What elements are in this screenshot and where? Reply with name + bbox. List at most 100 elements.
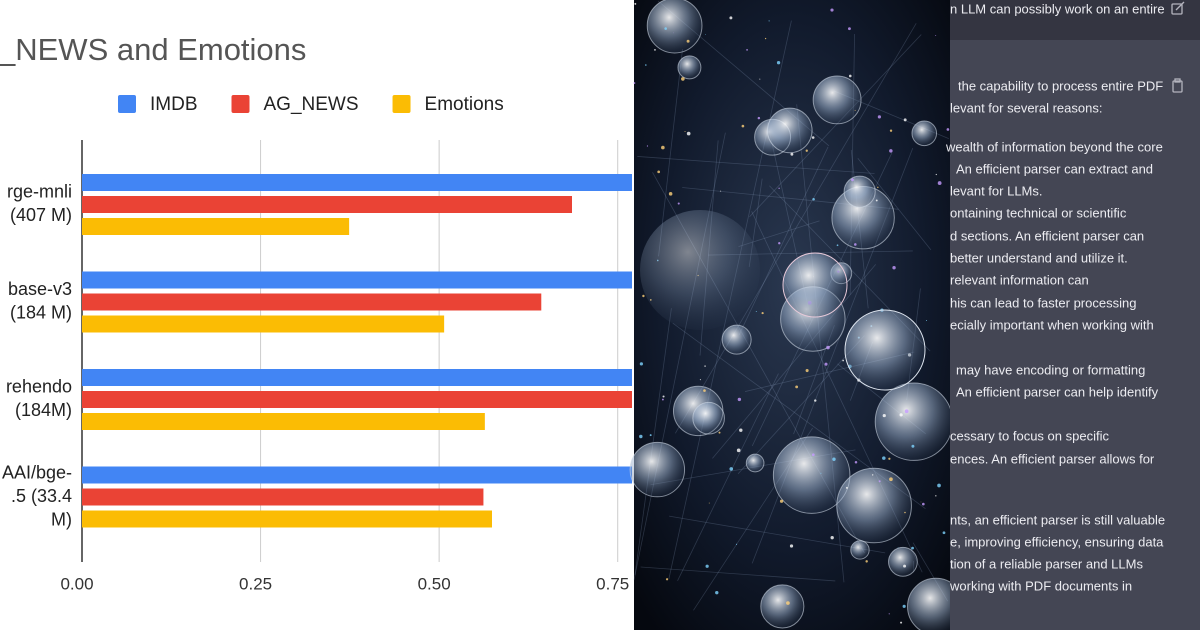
art-star bbox=[758, 117, 760, 119]
art-orb bbox=[912, 121, 937, 146]
art-star bbox=[898, 547, 899, 548]
art-star bbox=[937, 484, 941, 488]
art-star bbox=[890, 129, 892, 131]
art-star bbox=[825, 363, 828, 366]
art-star bbox=[943, 531, 946, 534]
chat-line: d sections. An efficient parser can bbox=[950, 228, 1144, 243]
art-star bbox=[737, 449, 741, 453]
art-star bbox=[882, 456, 886, 460]
art-star bbox=[706, 565, 709, 568]
legend-swatch bbox=[118, 95, 136, 113]
art-star bbox=[739, 428, 742, 431]
art-star bbox=[848, 27, 851, 30]
art-star bbox=[905, 409, 909, 413]
bar bbox=[82, 511, 492, 528]
y-tick-label: AAI/bge- bbox=[2, 462, 72, 482]
art-star bbox=[654, 49, 656, 51]
art-orb bbox=[851, 541, 869, 559]
art-star bbox=[904, 118, 907, 121]
art-orb bbox=[678, 56, 701, 79]
art-star bbox=[935, 35, 936, 36]
art-star bbox=[936, 174, 937, 175]
bar bbox=[82, 218, 349, 235]
chat-line: levant for several reasons: bbox=[950, 100, 1102, 115]
art-orb bbox=[783, 253, 847, 317]
chat-line: his can lead to faster processing bbox=[950, 295, 1136, 310]
art-star bbox=[765, 38, 766, 39]
art-star bbox=[849, 75, 852, 78]
chat-line: the capability to process entire PDF bbox=[958, 78, 1163, 93]
art-star bbox=[922, 503, 925, 506]
art-star bbox=[720, 191, 721, 192]
y-tick-label: base-v3 bbox=[8, 279, 72, 299]
art-star bbox=[650, 434, 652, 436]
art-star bbox=[911, 547, 914, 550]
bar bbox=[82, 413, 485, 430]
legend-swatch bbox=[232, 95, 250, 113]
art-star bbox=[904, 512, 906, 514]
art-orb bbox=[875, 383, 952, 460]
art-star bbox=[855, 110, 856, 111]
bar bbox=[82, 391, 653, 408]
chat-line: tion of a reliable parser and LLMs bbox=[950, 556, 1143, 571]
legend-label: AG_NEWS bbox=[264, 94, 359, 115]
art-orb bbox=[647, 0, 702, 53]
art-star bbox=[778, 242, 780, 244]
art-star bbox=[640, 362, 643, 365]
bar bbox=[82, 174, 653, 191]
art-star bbox=[642, 295, 644, 297]
bar bbox=[82, 294, 541, 311]
art-star bbox=[633, 82, 635, 84]
art-star bbox=[647, 145, 648, 146]
art-star bbox=[883, 414, 886, 417]
chat-line: ecially important when working with bbox=[950, 317, 1154, 332]
chat-line: ences. An efficient parser allows for bbox=[950, 451, 1155, 466]
x-tick-label: 0.00 bbox=[60, 574, 93, 593]
chat-line: An efficient parser can help identify bbox=[956, 384, 1159, 399]
art-star bbox=[634, 3, 636, 5]
x-tick-label: 0.75 bbox=[596, 574, 629, 593]
art-orb bbox=[845, 310, 925, 390]
art-star bbox=[831, 536, 834, 539]
art-star bbox=[678, 202, 680, 204]
art-star bbox=[855, 461, 858, 464]
y-tick-label: rge-mnli bbox=[7, 182, 72, 202]
chat-line: levant for LLMs. bbox=[950, 183, 1043, 198]
art-star bbox=[687, 40, 690, 43]
art-star bbox=[889, 477, 893, 481]
art-star bbox=[746, 49, 748, 51]
art-star bbox=[778, 188, 779, 189]
art-star bbox=[705, 34, 706, 35]
bar bbox=[82, 196, 572, 213]
art-star bbox=[669, 192, 673, 196]
art-star bbox=[872, 474, 873, 475]
art-star bbox=[756, 311, 757, 312]
chat-line: An efficient parser can extract and bbox=[956, 161, 1153, 176]
art-star bbox=[851, 178, 854, 181]
y-tick-label: rehendo bbox=[6, 377, 72, 397]
art-star bbox=[921, 502, 922, 503]
chat-line: nts, an efficient parser is still valuab… bbox=[950, 512, 1165, 527]
art-star bbox=[687, 132, 691, 136]
art-star bbox=[790, 153, 793, 156]
divider bbox=[632, 0, 634, 630]
art-star bbox=[938, 181, 942, 185]
art-star bbox=[846, 487, 848, 489]
art-star bbox=[736, 544, 737, 545]
art-star bbox=[657, 170, 660, 173]
art-star bbox=[666, 578, 668, 580]
art-star bbox=[790, 544, 793, 547]
art-star bbox=[742, 125, 745, 128]
art-star bbox=[877, 187, 878, 188]
y-tick-label: (407 M) bbox=[10, 205, 72, 225]
art-star bbox=[795, 385, 798, 388]
art-star bbox=[888, 458, 890, 460]
art-star bbox=[911, 445, 914, 448]
art-orb bbox=[889, 547, 918, 576]
art-star bbox=[777, 61, 780, 64]
art-star bbox=[854, 243, 857, 246]
art-orb bbox=[722, 325, 751, 354]
chat-line: working with PDF documents in bbox=[949, 578, 1132, 593]
chat-line: better understand and utilize it. bbox=[950, 250, 1128, 265]
